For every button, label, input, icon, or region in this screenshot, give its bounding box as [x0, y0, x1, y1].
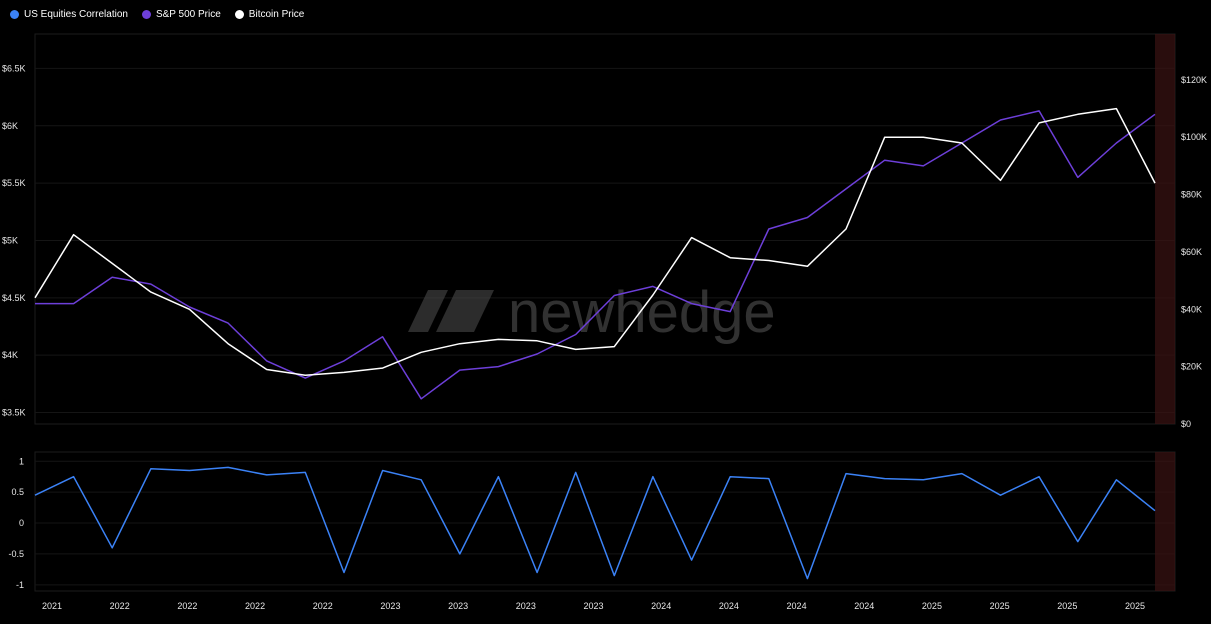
logo-shape-icon	[408, 290, 448, 332]
y-correlation-tick-label: 0.5	[11, 487, 24, 497]
series-lines	[34, 107, 1156, 580]
y-left-tick-label: $3.5K	[2, 408, 26, 418]
y-right-tick-label: $80K	[1181, 190, 1202, 200]
y-right-tick-label: $40K	[1181, 304, 1202, 314]
y-right-tick-label: $20K	[1181, 362, 1202, 372]
correlation-panel-frame	[34, 451, 1176, 592]
x-tick-label: 2022	[313, 601, 333, 611]
legend: US Equities Correlation S&P 500 Price Bitc…	[10, 7, 304, 21]
series-line-sp500	[35, 110, 1156, 400]
x-tick-label: 2023	[583, 601, 603, 611]
y-left-tick-label: $5.5K	[2, 178, 26, 188]
y-axis-correlation: -1 -0.5 0 0.5 1	[8, 456, 24, 590]
x-axis: 2021 2022 2022 2022 2022 2023 2023 2023 2023 2024…	[42, 601, 1145, 611]
series-line-correlation	[34, 466, 1156, 580]
x-tick-label: 2025	[990, 601, 1010, 611]
legend-dot-icon	[234, 9, 244, 19]
legend-dot-icon	[141, 9, 151, 19]
x-tick-label: 2022	[245, 601, 265, 611]
watermark-logo	[408, 290, 494, 332]
x-tick-label: 2025	[1125, 601, 1145, 611]
y-correlation-tick-label: -1	[16, 580, 24, 590]
x-tick-label: 2024	[854, 601, 874, 611]
current-period-shade-correlation	[1155, 452, 1175, 591]
x-tick-label: 2022	[110, 601, 130, 611]
y-right-tick-label: $60K	[1181, 247, 1202, 257]
legend-item-us-equities-correlation[interactable]: US Equities Correlation	[10, 9, 128, 20]
current-period-shade-price	[1155, 34, 1175, 424]
legend-item-bitcoin-price[interactable]: Bitcoin Price	[234, 8, 305, 20]
logo-shape-icon	[436, 290, 494, 332]
y-left-tick-label: $6.5K	[2, 63, 26, 73]
x-tick-label: 2021	[42, 601, 62, 611]
y-left-tick-label: $4K	[2, 350, 18, 360]
x-tick-label: 2024	[787, 601, 807, 611]
y-right-tick-label: $0	[1181, 419, 1191, 429]
price-panel-frame	[34, 33, 1176, 425]
x-tick-label: 2023	[380, 601, 400, 611]
watermark-text: newhedge	[508, 280, 776, 345]
y-right-tick-label: $100K	[1181, 132, 1207, 142]
x-tick-label: 2025	[922, 601, 942, 611]
legend-label: US Equities Correlation	[24, 8, 128, 20]
y-axis-right: $0 $20K $40K $60K $80K $100K $120K	[1181, 75, 1207, 429]
y-axis-left: $3.5K $4K $4.5K $5K $5.5K $6K $6.5K	[2, 63, 26, 417]
x-tick-label: 2023	[516, 601, 536, 611]
y-correlation-tick-label: -0.5	[8, 549, 24, 559]
y-right-tick-label: $120K	[1181, 75, 1207, 85]
x-tick-label: 2022	[177, 601, 197, 611]
y-left-tick-label: $4.5K	[2, 293, 26, 303]
legend-item-s-p-500-price[interactable]: S&P 500 Price	[141, 8, 221, 20]
grid	[34, 33, 1176, 592]
legend-dot-icon	[10, 9, 19, 19]
y-left-tick-label: $6K	[2, 121, 18, 131]
legend-label: S&P 500 Price	[155, 8, 221, 20]
y-correlation-tick-label: 0	[19, 518, 24, 528]
x-tick-label: 2024	[719, 601, 739, 611]
x-tick-label: 2025	[1057, 601, 1077, 611]
series-line-bitcoin	[34, 107, 1156, 377]
x-tick-label: 2024	[651, 601, 671, 611]
x-tick-label: 2023	[448, 601, 468, 611]
y-left-tick-label: $5K	[2, 235, 18, 245]
y-correlation-tick-label: 1	[19, 456, 24, 466]
legend-label: Bitcoin Price	[248, 8, 305, 20]
